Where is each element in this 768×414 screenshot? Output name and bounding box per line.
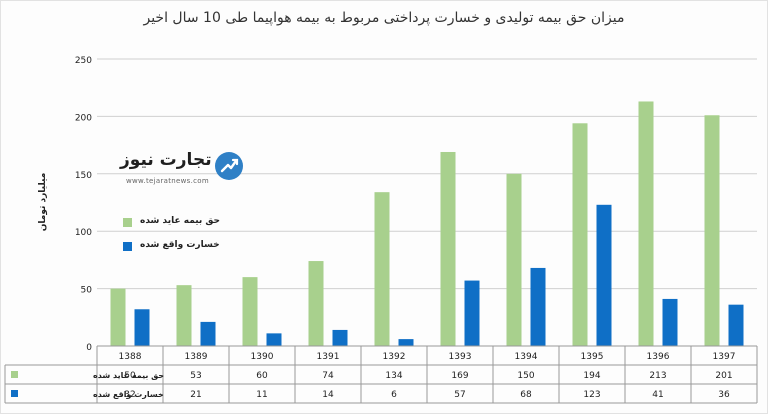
legend-swatch-loss [123, 242, 132, 251]
x-tick-label: 1396 [647, 352, 670, 362]
table-legend-swatch [11, 371, 18, 378]
bar-premium [242, 277, 258, 346]
x-tick-label: 1397 [713, 352, 736, 362]
table-legend-swatch [11, 390, 18, 397]
bar-premium [308, 261, 324, 346]
x-tick-label: 1389 [185, 352, 208, 362]
table-row-label: خسارت واقع شده [93, 390, 164, 399]
x-tick-label: 1395 [581, 352, 604, 362]
data-label: 68 [520, 390, 532, 400]
table-row-label: حق بیمه عاید شده [93, 371, 164, 380]
legend-label-premium: حق بیمه عاید شده [140, 216, 221, 226]
data-label: 32 [124, 390, 135, 400]
y-tick-label: 0 [86, 343, 92, 353]
data-label: 50 [124, 371, 136, 381]
bar-premium [176, 285, 192, 346]
data-label: 14 [322, 390, 334, 400]
x-tick-label: 1390 [251, 352, 274, 362]
data-label: 11 [256, 390, 267, 400]
y-tick-label: 250 [75, 56, 92, 66]
bar-premium [374, 192, 390, 346]
bar-premium [506, 173, 522, 346]
x-tick-label: 1394 [515, 352, 538, 362]
bar-loss [728, 304, 744, 346]
bar-loss [530, 267, 546, 346]
data-label: 60 [256, 371, 268, 381]
bar-loss [398, 339, 414, 346]
data-label: 169 [451, 371, 468, 381]
y-axis-label: میلیارد تومان [38, 173, 48, 232]
bar-loss [134, 309, 150, 346]
data-label: 213 [649, 371, 666, 381]
bar-loss [200, 321, 216, 346]
data-label: 123 [583, 390, 600, 400]
bar-premium [638, 101, 654, 346]
y-tick-label: 200 [75, 113, 92, 123]
data-label: 194 [583, 371, 600, 381]
bar-premium [440, 151, 456, 346]
data-label: 36 [718, 390, 730, 400]
bar-loss [332, 329, 348, 346]
data-label: 74 [322, 371, 334, 381]
bar-loss [266, 333, 282, 346]
legend-label-loss: خسارت واقع شده [140, 240, 220, 250]
x-tick-label: 1392 [383, 352, 406, 362]
data-label: 150 [517, 371, 534, 381]
y-tick-label: 150 [75, 171, 92, 181]
data-label: 201 [715, 371, 732, 381]
watermark-brand: تجارت نیوز [120, 150, 212, 170]
data-label: 41 [652, 390, 663, 400]
data-label: 53 [190, 371, 201, 381]
bar-loss [596, 204, 612, 346]
chart-title: میزان حق بیمه تولیدی و خسارت پرداختی مرب… [143, 10, 625, 26]
watermark-site: www.tejaratnews.com [126, 177, 209, 185]
legend-swatch-premium [123, 218, 132, 227]
data-label: 6 [391, 390, 397, 400]
data-label: 134 [385, 371, 402, 381]
y-tick-label: 50 [81, 286, 93, 296]
x-tick-label: 1393 [449, 352, 472, 362]
bar-premium [572, 123, 588, 347]
data-label: 21 [190, 390, 201, 400]
bar-premium [704, 115, 720, 346]
data-label: 57 [454, 390, 465, 400]
logo-mark-icon [215, 152, 243, 180]
bar-premium [110, 288, 126, 346]
bar-loss [464, 280, 480, 346]
x-tick-label: 1388 [119, 352, 142, 362]
watermark-logo: تجارت نیوز www.tejaratnews.com [118, 150, 258, 194]
y-tick-label: 100 [75, 228, 92, 238]
bar-loss [662, 298, 678, 346]
x-tick-label: 1391 [317, 352, 340, 362]
